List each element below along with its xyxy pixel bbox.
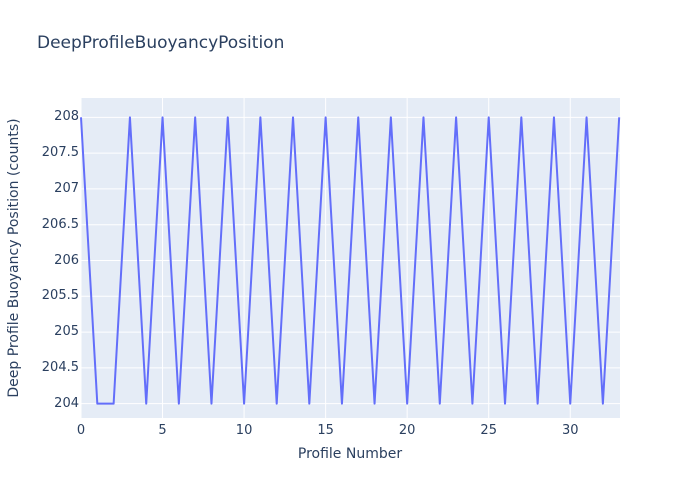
x-tick-label: 15 [317, 423, 334, 438]
y-tick-label: 204 [54, 395, 79, 411]
y-tick-label: 206 [54, 252, 79, 268]
y-tick-label: 207.5 [41, 145, 79, 161]
chart-title: DeepProfileBuoyancyPosition [37, 33, 285, 53]
y-tick-label: 205 [54, 324, 79, 340]
x-tick-label: 0 [76, 423, 86, 438]
y-tick-label: 208 [54, 109, 79, 125]
x-tick-label: 25 [480, 423, 497, 438]
x-tick-label: 5 [158, 423, 167, 438]
x-tick-label: 20 [398, 423, 416, 438]
x-tick-label: 10 [235, 423, 253, 438]
x-axis-title: Profile Number [297, 446, 403, 462]
y-tick-label: 205.5 [41, 288, 79, 304]
y-tick-label: 206.5 [41, 216, 79, 232]
gridlines [80, 98, 620, 418]
x-tick-label: 30 [561, 423, 579, 438]
series-line[interactable] [80, 116, 621, 405]
y-tick-label: 204.5 [41, 359, 79, 375]
y-tick-label: 207 [54, 180, 79, 196]
